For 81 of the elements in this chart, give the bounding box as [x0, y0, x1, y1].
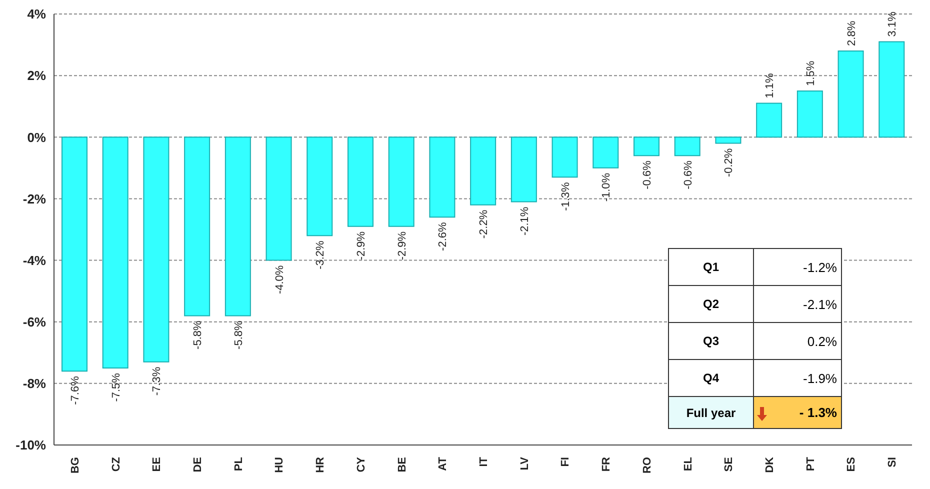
bar — [634, 136, 660, 156]
bar — [306, 136, 333, 236]
y-tick-label: 4% — [27, 6, 46, 22]
bar — [878, 41, 905, 138]
x-tick-label: DK — [764, 456, 776, 473]
bar — [552, 136, 578, 178]
x-tick-label: SI — [886, 457, 899, 468]
annotation: Q1 — [668, 248, 754, 286]
x-tick-label: AT — [437, 456, 450, 471]
bar — [510, 136, 537, 202]
x-tick-label: FR — [600, 456, 613, 472]
annotation: - 1.3% — [799, 404, 837, 420]
y-tick-label: 0% — [27, 130, 46, 145]
x-tick-label: BG — [69, 457, 82, 474]
data-label: -2.6% — [437, 222, 450, 251]
annotation: -1.2% — [803, 260, 837, 274]
bar — [756, 102, 782, 138]
bar — [143, 136, 170, 362]
annotation: -1.9% — [803, 370, 837, 386]
y-tick-label: -4% — [22, 252, 46, 268]
x-tick-label: RO — [641, 456, 654, 474]
data-label: 2.8% — [846, 20, 858, 46]
x-tick-label: EE — [151, 457, 164, 472]
y-tick-label: -8% — [22, 376, 46, 392]
x-tick-label: IT — [478, 456, 490, 467]
x-tick-label: BE — [396, 457, 408, 472]
bar — [224, 136, 251, 316]
data-label: -3.2% — [314, 240, 327, 270]
annotation: 0.2% — [807, 334, 837, 348]
data-label: -2.1% — [518, 206, 531, 236]
bar — [266, 136, 292, 261]
y-tick-label: -10% — [16, 438, 46, 453]
bar — [796, 90, 823, 138]
x-tick-label: EL — [682, 456, 694, 472]
annotation: -2.1% — [803, 296, 837, 312]
data-label: -7.6% — [70, 376, 82, 405]
x-tick-label: DE — [192, 457, 204, 472]
annotation: Q2 — [668, 286, 754, 322]
data-label: -2.2% — [478, 210, 490, 239]
y-tick-label: -2% — [22, 191, 46, 206]
x-tick-label: PL — [232, 456, 245, 472]
data-label: 1.1% — [764, 72, 776, 98]
bar — [592, 136, 619, 168]
data-label: -7.3% — [151, 366, 164, 396]
bar — [838, 50, 864, 138]
annotation: Q4 — [668, 360, 754, 396]
bar — [62, 136, 88, 372]
annotation: Q3 — [668, 322, 754, 360]
bar — [429, 136, 456, 218]
data-label: -0.6% — [682, 160, 694, 190]
data-label: -1.3% — [560, 182, 572, 211]
bar — [102, 136, 128, 369]
y-tick-label: -6% — [22, 314, 46, 330]
annotation: Full year — [668, 396, 754, 428]
y-tick-label: 2% — [27, 68, 46, 84]
data-label: -7.5% — [110, 372, 122, 402]
bar — [674, 136, 700, 156]
bar — [715, 136, 742, 144]
x-tick-label: PT — [804, 456, 817, 472]
data-label: 3.1% — [886, 11, 899, 37]
x-tick-label: HR — [314, 456, 327, 473]
x-tick-label: ES — [846, 457, 858, 472]
x-tick-label: CZ — [110, 456, 122, 472]
x-tick-label: FI — [560, 457, 572, 467]
x-tick-label: HU — [274, 456, 286, 473]
bar — [184, 136, 210, 316]
data-label: -1.0% — [600, 172, 613, 202]
data-label: -4.0% — [274, 265, 286, 294]
data-label: -2.9% — [396, 231, 408, 260]
x-tick-label: LV — [518, 456, 531, 470]
bar — [388, 136, 414, 227]
data-label: -0.2% — [723, 148, 736, 178]
data-label: 1.5% — [804, 60, 817, 86]
x-tick-label: CY — [355, 456, 368, 472]
data-label: -5.8% — [192, 320, 204, 350]
data-label: -2.9% — [356, 231, 368, 260]
bar — [348, 136, 374, 227]
data-label: -0.6% — [642, 160, 654, 190]
data-label: -5.8% — [232, 320, 245, 350]
x-tick-label: SE — [723, 457, 736, 472]
bar — [470, 136, 496, 206]
